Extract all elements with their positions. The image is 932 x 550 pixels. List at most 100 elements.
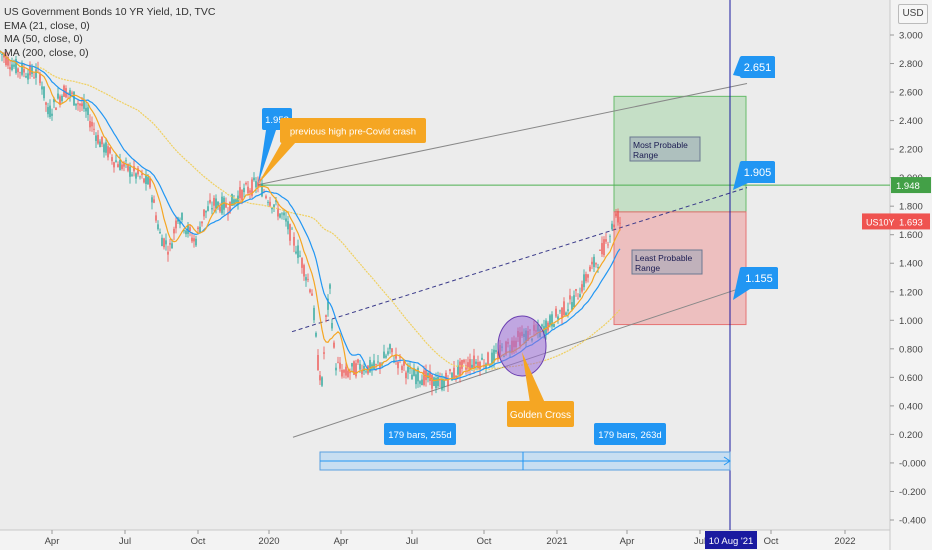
y-tick-label: 0.200: [899, 430, 923, 441]
candle-body: [151, 197, 153, 203]
candle-body: [495, 350, 497, 353]
candle-body: [201, 221, 203, 224]
candle-body: [25, 76, 27, 78]
candle-body: [33, 77, 35, 79]
candle-body: [387, 351, 389, 355]
candle-body: [363, 365, 365, 372]
candle-body: [53, 98, 55, 103]
candle-body: [403, 361, 405, 366]
candle-body: [415, 374, 417, 385]
bars-1-box: [384, 423, 456, 445]
price-symbol-label: US10Y: [866, 217, 895, 227]
candle-body: [11, 64, 13, 71]
candle-body: [131, 174, 133, 176]
most-probable-label-1: Most Probable: [633, 140, 688, 150]
candle-body: [119, 159, 121, 171]
candle-body: [307, 278, 309, 280]
candle-body: [287, 221, 289, 230]
candle-body: [311, 293, 313, 296]
y-tick-label: 1.800: [899, 202, 923, 213]
candle-body: [607, 244, 609, 246]
y-tick-label: 1.000: [899, 316, 923, 327]
candle-body: [597, 267, 599, 268]
candle-body: [497, 351, 499, 359]
candle-body: [235, 199, 237, 203]
time-axis-background: [0, 530, 890, 550]
candle-body: [553, 323, 555, 328]
candle-body: [473, 355, 475, 368]
x-tick-label: Jul: [694, 536, 706, 547]
candle-body: [357, 359, 359, 363]
candle-body: [541, 324, 543, 327]
candle-body: [181, 212, 183, 220]
candle-body: [305, 277, 307, 281]
candle-body: [103, 144, 105, 153]
candle-body: [165, 240, 167, 245]
candle-body: [405, 372, 407, 379]
candle-body: [229, 201, 231, 213]
least-probable-box: [631, 249, 703, 275]
candle-body: [579, 294, 581, 298]
candle-body: [245, 182, 247, 185]
candle-body: [299, 255, 301, 257]
candle-body: [277, 208, 279, 217]
legend-title: US Government Bonds 10 YR Yield, 1D, TVC: [4, 6, 216, 18]
x-tick-label: Apr: [45, 536, 60, 547]
candle-body: [155, 215, 157, 221]
candle-body: [325, 315, 327, 317]
candle-body: [275, 199, 277, 202]
price-value-badge: [862, 213, 930, 230]
candle-body: [441, 378, 443, 390]
candle-body: [435, 377, 437, 389]
candle-body: [575, 288, 577, 291]
candle-body: [559, 310, 561, 312]
candle-body: [351, 363, 353, 367]
candle-body: [59, 96, 61, 105]
x-tick-label: Jul: [406, 536, 418, 547]
candle-body: [9, 67, 11, 70]
candle-body: [107, 146, 109, 158]
candle-body: [469, 359, 471, 370]
candle-body: [179, 221, 181, 225]
candle-body: [327, 298, 329, 310]
candle-body: [291, 228, 293, 230]
candle-body: [271, 207, 273, 210]
candle-body: [563, 301, 565, 316]
candle-body: [331, 322, 333, 329]
candle-body: [101, 136, 103, 145]
candle-body: [391, 348, 393, 353]
golden-cross-circle: [497, 315, 547, 377]
candle-body: [361, 370, 363, 375]
candle-body: [471, 364, 473, 370]
candle-body: [51, 113, 53, 116]
candle-body: [601, 243, 603, 255]
candle-body: [79, 103, 81, 106]
target-2651-label: 2.651: [744, 62, 772, 74]
y-tick-label: -0.200: [899, 487, 926, 498]
candle-body: [35, 69, 37, 78]
candle-body: [73, 91, 75, 106]
candle-body: [213, 197, 215, 206]
callout-1958-label: 1.958: [265, 115, 289, 126]
candle-body: [57, 93, 59, 99]
candle-body: [197, 227, 199, 230]
chart-legend: US Government Bonds 10 YR Yield, 1D, TVC…: [4, 6, 215, 60]
candle-body: [549, 315, 551, 326]
target-1905-box: [740, 161, 775, 183]
candle-body: [169, 243, 171, 245]
currency-label[interactable]: USD: [898, 4, 928, 24]
candle-body: [133, 166, 135, 172]
candle-body: [47, 107, 49, 115]
candle-body: [617, 210, 619, 223]
candle-body: [567, 309, 569, 311]
candle-body: [7, 56, 9, 66]
candle-body: [221, 196, 223, 214]
candle-body: [585, 274, 587, 282]
upper-channel-line: [257, 83, 748, 186]
target-2651-box: [740, 56, 775, 78]
candle-body: [561, 307, 563, 319]
candle-body: [337, 361, 339, 363]
candle-body: [273, 204, 275, 208]
x-tick-label: Oct: [477, 536, 492, 547]
